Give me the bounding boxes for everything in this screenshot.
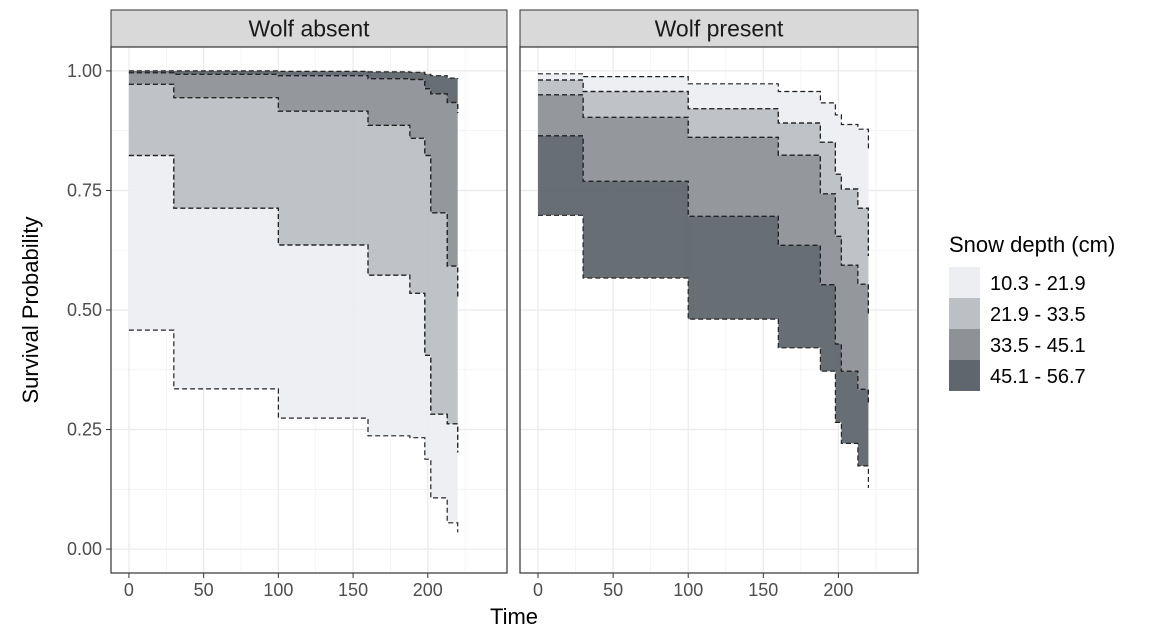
band-10_3-21_9	[538, 73, 869, 256]
band-edge-lower	[128, 72, 459, 113]
panel-wolf-present: Wolf present 0 50 100 150 200	[519, 9, 919, 600]
x-tick-label: 200	[823, 580, 853, 600]
x-tick-label: 100	[263, 580, 293, 600]
legend-label: 21.9 - 33.5	[990, 304, 1086, 326]
x-tick-label: 0	[124, 580, 134, 600]
panel-wolf-absent: Wolf absent 0 50 100 150 200 0.00 0.25 0.50 0.75 1…	[67, 9, 508, 600]
band-45_1-56_7	[538, 135, 869, 488]
band-edge-lower	[128, 329, 459, 533]
y-tick-label: 0.25	[67, 420, 102, 440]
legend-label: 45.1 - 56.7	[990, 366, 1086, 388]
x-tick-label: 50	[194, 580, 214, 600]
x-tick-label: 150	[338, 580, 368, 600]
legend-swatch	[949, 267, 980, 298]
panel-border	[519, 46, 919, 574]
legend-title: Snow depth (cm)	[949, 232, 1115, 257]
legend-swatch	[949, 329, 980, 360]
band-33_5-45_1	[128, 72, 458, 298]
band-edge-upper	[538, 94, 869, 314]
facet-strip	[110, 9, 508, 48]
band-edge-lower	[538, 214, 869, 488]
x-tick-label: 150	[748, 580, 778, 600]
band-21_9-33_5	[538, 80, 869, 314]
x-tick-label: 0	[533, 580, 543, 600]
x-tick-label: 100	[673, 580, 703, 600]
y-tick-label: 0.75	[67, 180, 102, 200]
band-edge-upper	[538, 73, 869, 151]
facet-strip	[519, 9, 919, 48]
band-edge-upper	[538, 135, 869, 404]
band-21_9-33_5	[128, 84, 458, 453]
y-tick-label: 0.00	[67, 539, 102, 559]
legend-swatch	[949, 298, 980, 329]
x-tick-label: 200	[413, 580, 443, 600]
x-tick-label: 50	[603, 580, 623, 600]
legend-label: 10.3 - 21.9	[990, 273, 1086, 295]
band-edge-lower	[128, 154, 459, 453]
band-edge-upper	[538, 79, 869, 256]
band-10_3-21_9	[128, 155, 458, 533]
y-axis-title: Survival Probability	[18, 216, 43, 403]
band-edge-upper	[128, 70, 459, 79]
facet-label: Wolf present	[655, 16, 784, 42]
band-45_1-56_7	[128, 70, 458, 113]
legend: Snow depth (cm) 10.3 - 21.9 21.9 - 33.5 33.…	[949, 232, 1115, 391]
y-tick-label: 1.00	[67, 61, 102, 81]
x-axis-title: Time	[490, 604, 538, 627]
band-33_5-45_1	[538, 94, 869, 404]
y-tick-label: 0.50	[67, 300, 102, 320]
band-edge-lower	[128, 83, 459, 298]
legend-swatch	[949, 360, 980, 391]
legend-label: 33.5 - 45.1	[990, 335, 1086, 357]
facet-label: Wolf absent	[248, 16, 370, 42]
